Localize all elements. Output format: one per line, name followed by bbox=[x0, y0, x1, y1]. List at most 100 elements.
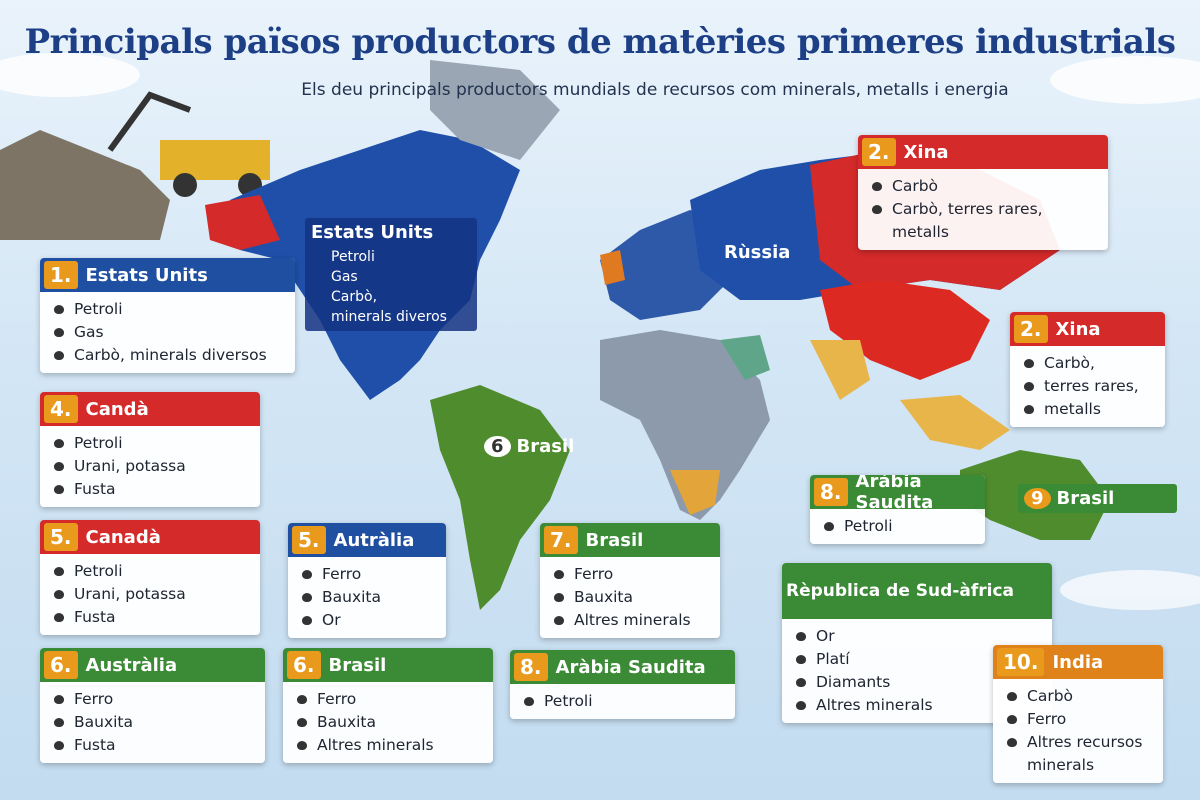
rank-badge: 6. bbox=[44, 651, 78, 679]
resource-item: Altres minerals bbox=[297, 734, 483, 757]
map-item: minerals diveros bbox=[331, 309, 447, 325]
card-body: Ferro Bauxita Or bbox=[288, 557, 446, 638]
resource-item: Platí bbox=[796, 648, 1042, 671]
resource-item: Urani, potassa bbox=[54, 455, 250, 478]
map-rank: 6 bbox=[484, 436, 511, 457]
rank-badge: 7. bbox=[544, 526, 578, 554]
country-name: Rèpublica de Sud-àfrica bbox=[786, 581, 1014, 601]
map-item: Gas bbox=[331, 269, 358, 285]
country-card: 6. Brasil Ferro Bauxita Altres minerals bbox=[283, 648, 493, 763]
map-label: 6 Brasil bbox=[478, 432, 590, 461]
map-label: 9 Brasil bbox=[1018, 484, 1177, 513]
card-body: Ferro Bauxita Fusta bbox=[40, 682, 265, 763]
resource-item: Carbò, terres rares, metalls bbox=[872, 198, 1098, 244]
card-header: 8. Aràbia Saudita bbox=[510, 650, 735, 684]
resource-item: Fusta bbox=[54, 606, 250, 629]
resource-item: Petroli bbox=[54, 560, 250, 583]
resource-item: Ferro bbox=[1007, 708, 1153, 731]
subtitle: Els deu principals productors mundials d… bbox=[301, 80, 1009, 100]
country-name: India bbox=[1052, 651, 1104, 673]
country-card: 8. Aràbia Saudita Petroli bbox=[810, 475, 985, 544]
card-header: 10. India bbox=[993, 645, 1163, 679]
resource-item: Or bbox=[796, 625, 1042, 648]
rank-badge: 5. bbox=[292, 526, 326, 554]
resource-item: Bauxita bbox=[297, 711, 483, 734]
country-name: Xina bbox=[903, 141, 949, 163]
rank-badge: 2. bbox=[862, 138, 896, 166]
resource-item: Petroli bbox=[824, 515, 975, 538]
map-item: Petroli bbox=[331, 249, 375, 265]
country-name: Estats Units bbox=[85, 264, 208, 286]
card-body: Petroli Gas Carbò, minerals diversos bbox=[40, 292, 295, 373]
map-label: Rùssia bbox=[718, 238, 840, 267]
card-header: 2. Xina bbox=[858, 135, 1108, 169]
rank-badge: 6. bbox=[287, 651, 321, 679]
resource-item: Urani, potassa bbox=[54, 583, 250, 606]
resource-item: Carbò bbox=[872, 175, 1098, 198]
map-country: Brasil bbox=[516, 436, 575, 457]
resource-item: Fusta bbox=[54, 478, 250, 501]
map-label: Estats Units Petroli Gas Carbò, minerals div… bbox=[305, 218, 477, 331]
card-body: Petroli bbox=[810, 509, 985, 544]
country-name: Xina bbox=[1055, 318, 1101, 340]
rank-badge: 10. bbox=[997, 648, 1045, 676]
country-name: Aràbia Saudita bbox=[855, 475, 934, 513]
resource-item: Petroli bbox=[54, 298, 285, 321]
card-body: Petroli bbox=[510, 684, 735, 719]
card-header: 1. Estats Units bbox=[40, 258, 295, 292]
country-name: Brasil bbox=[585, 529, 644, 551]
card-header: 4. Candà bbox=[40, 392, 260, 426]
card-body: Ferro Bauxita Altres minerals bbox=[283, 682, 493, 763]
country-name: Brasil bbox=[328, 654, 387, 676]
country-card: 6. Austràlia Ferro Bauxita Fusta bbox=[40, 648, 265, 763]
card-header: 7. Brasil bbox=[540, 523, 720, 557]
rank-badge: 8. bbox=[814, 478, 848, 506]
resource-item: Carbò bbox=[1007, 685, 1153, 708]
country-name: Candà bbox=[85, 398, 149, 420]
card-header: 6. Austràlia bbox=[40, 648, 265, 682]
map-item: Carbò, bbox=[331, 289, 378, 305]
country-card: 1. Estats Units Petroli Gas Carbò, minerals … bbox=[40, 258, 295, 373]
resource-item: Altres recursos minerals bbox=[1007, 731, 1153, 777]
card-body: Carbò, terres rares, metalls bbox=[1010, 346, 1165, 427]
resource-item: Altres minerals bbox=[796, 694, 1042, 717]
card-body: Carbò Ferro Altres recursos minerals bbox=[993, 679, 1163, 783]
rank-badge: 2. bbox=[1014, 315, 1048, 343]
rank-badge: 1. bbox=[44, 261, 78, 289]
country-name: Autràlia bbox=[333, 529, 415, 551]
card-body: Petroli Urani, potassa Fusta bbox=[40, 554, 260, 635]
card-header: 6. Brasil bbox=[283, 648, 493, 682]
resource-item: Carbò, minerals diversos bbox=[54, 344, 285, 367]
resource-item: Ferro bbox=[54, 688, 255, 711]
resource-item: Ferro bbox=[297, 688, 483, 711]
card-header: 5. Canadà bbox=[40, 520, 260, 554]
country-card: 5. Autràlia Ferro Bauxita Or bbox=[288, 523, 446, 638]
card-header: 5. Autràlia bbox=[288, 523, 446, 557]
country-card: 2. Xina Carbò, terres rares, metalls bbox=[1010, 312, 1165, 427]
country-card: 10. India Carbò Ferro Altres recursos minera… bbox=[993, 645, 1163, 783]
map-country: Brasil bbox=[1056, 488, 1115, 509]
resource-item: Fusta bbox=[54, 734, 255, 757]
card-body: Or Platí Diamants Altres minerals bbox=[782, 619, 1052, 723]
card-body: Ferro Bauxita Altres minerals bbox=[540, 557, 720, 638]
card-header: Rèpublica de Sud-àfrica bbox=[782, 563, 1052, 619]
resource-item: Altres minerals bbox=[554, 609, 710, 632]
resource-item: Or bbox=[302, 609, 436, 632]
card-header: 2. Xina bbox=[1010, 312, 1165, 346]
country-name: Canadà bbox=[85, 526, 161, 548]
resource-item: Bauxita bbox=[54, 711, 255, 734]
resource-item: Bauxita bbox=[302, 586, 436, 609]
card-header: 8. Aràbia Saudita bbox=[810, 475, 985, 513]
country-name: Aràbia Saudita bbox=[555, 656, 706, 678]
map-country: Estats Units bbox=[311, 222, 434, 243]
resource-item: Gas bbox=[54, 321, 285, 344]
rank-badge: 4. bbox=[44, 395, 78, 423]
country-card: Rèpublica de Sud-àfrica Or Platí Diamants Al… bbox=[782, 563, 1052, 723]
title: Principals països productors de matèries… bbox=[24, 22, 1176, 62]
card-body: Carbò Carbò, terres rares, metalls bbox=[858, 169, 1108, 250]
country-card: 7. Brasil Ferro Bauxita Altres minerals bbox=[540, 523, 720, 638]
rank-badge: 8. bbox=[514, 653, 548, 681]
rank-badge: 5. bbox=[44, 523, 78, 551]
country-card: 2. Xina Carbò Carbò, terres rares, metalls bbox=[858, 135, 1108, 250]
